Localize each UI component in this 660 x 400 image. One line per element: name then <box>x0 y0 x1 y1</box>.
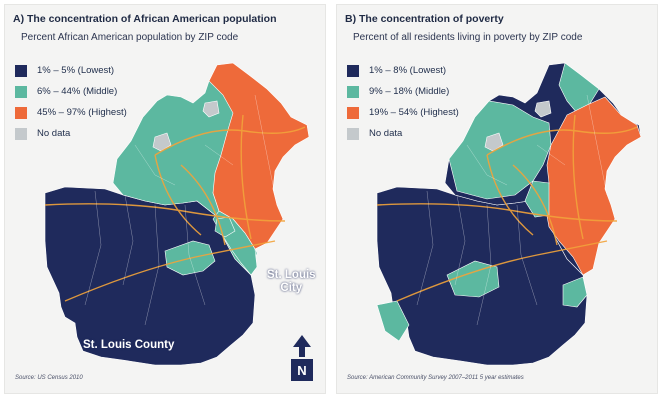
panel-african-american: A) The concentration of African American… <box>4 4 326 394</box>
legend-swatch <box>347 64 359 77</box>
legend-item-middle: 9% – 18% (Middle) <box>347 81 459 102</box>
source-note: Source: US Census 2010 <box>15 375 83 381</box>
nodata-region-2 <box>202 100 220 118</box>
legend-label: 6% – 44% (Middle) <box>37 86 118 97</box>
north-arrow-icon: N <box>291 335 313 381</box>
city-label-line2: City <box>280 282 303 294</box>
legend-swatch <box>347 127 359 140</box>
core-high-region <box>544 96 642 276</box>
legend-label: No data <box>369 128 403 139</box>
city-label-line1: St. Louis <box>267 269 316 281</box>
north-middle-region <box>448 100 552 200</box>
legend-item-middle: 6% – 44% (Middle) <box>15 81 127 102</box>
north-high-region <box>208 62 310 250</box>
legend-swatch <box>347 106 359 119</box>
source-note: Source: American Community Survey 2007–2… <box>347 375 524 381</box>
legend-swatch <box>15 127 27 140</box>
legend: 1% – 8% (Lowest) 9% – 18% (Middle) 19% –… <box>347 60 459 144</box>
legend-label: 45% – 97% (Highest) <box>37 107 127 118</box>
map-african-american <box>44 62 310 366</box>
panel-subtitle: Percent of all residents living in pover… <box>353 32 583 43</box>
south-middle-region-3 <box>562 276 588 308</box>
legend-item-nodata: No data <box>347 123 459 144</box>
map-poverty <box>376 62 642 366</box>
legend-item-lowest: 1% – 5% (Lowest) <box>15 60 127 81</box>
city-label: St. Louis City <box>267 269 316 295</box>
legend-label: 1% – 8% (Lowest) <box>369 65 447 76</box>
north-label: N <box>297 363 306 378</box>
legend-item-lowest: 1% – 8% (Lowest) <box>347 60 459 81</box>
east-middle-region <box>524 180 550 218</box>
legend-item-highest: 45% – 97% (Highest) <box>15 102 127 123</box>
legend-label: No data <box>37 128 71 139</box>
legend-label: 1% – 5% (Lowest) <box>37 65 115 76</box>
legend: 1% – 5% (Lowest) 6% – 44% (Middle) 45% –… <box>15 60 127 144</box>
legend-swatch <box>15 106 27 119</box>
panel-poverty: B) The concentration of poverty Percent … <box>336 4 658 394</box>
south-middle-region-1 <box>446 260 500 298</box>
legend-swatch <box>347 85 359 98</box>
legend-item-highest: 19% – 54% (Highest) <box>347 102 459 123</box>
legend-swatch <box>15 85 27 98</box>
county-label: St. Louis County <box>83 339 175 351</box>
panel-title: B) The concentration of poverty <box>345 13 504 25</box>
panel-subtitle: Percent African American population by Z… <box>21 32 239 43</box>
panel-title: A) The concentration of African American… <box>13 13 277 25</box>
legend-swatch <box>15 64 27 77</box>
south-middle-region-2 <box>376 300 410 342</box>
legend-label: 9% – 18% (Middle) <box>369 86 450 97</box>
legend-label: 19% – 54% (Highest) <box>369 107 459 118</box>
nodata-region-2 <box>534 100 552 118</box>
legend-item-nodata: No data <box>15 123 127 144</box>
